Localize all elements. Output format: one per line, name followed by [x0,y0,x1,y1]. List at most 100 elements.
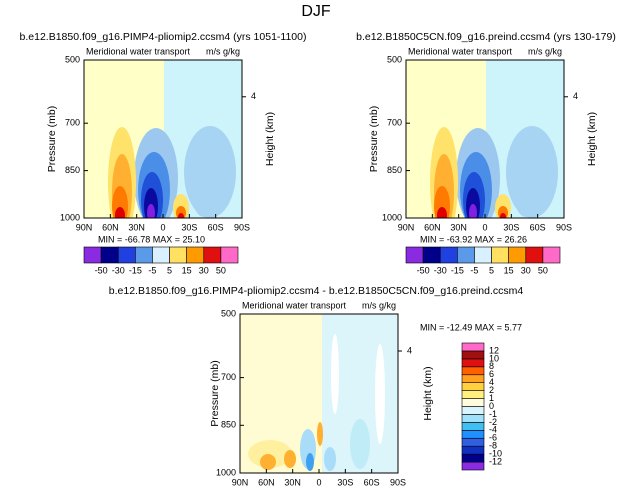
min-max: MIN = -63.92 MAX = 26.26 [420,234,527,244]
colorbar-label: 10 [489,353,499,363]
x-tick-label: 60S [530,222,546,232]
y2-axis-label: Height (km) [422,366,434,420]
colorbar-label: -10 [489,449,502,459]
x-tick-label: 60N [102,222,119,232]
x-tick-label: 30S [503,222,519,232]
y2-tick-label: 4 [407,345,412,355]
colorbar-label: 12 [489,345,499,355]
y-tick-label: 1000 [382,212,402,222]
colorbar-box [461,422,485,431]
subtitle: Meridional water transport [242,300,347,310]
colorbar-label: 30 [199,265,209,275]
colorbar-box [186,246,205,264]
colorbar-box [461,374,485,383]
x-tick-label: 0 [482,222,487,232]
y-axis-label: Pressure (mb) [209,360,221,427]
colorbar-box [508,246,527,264]
x-tick-label: 30N [450,222,467,232]
colorbar-label: -12 [489,456,502,466]
min-max: MIN = -12.49 MAX = 5.77 [420,322,522,332]
y-tick-label: 700 [387,118,402,128]
colorbar-box [461,382,485,391]
colorbar-label: -5 [148,265,156,275]
x-tick-label: 30N [128,222,145,232]
contour-field [406,60,564,237]
colorbar-box [461,445,485,455]
colorbar-box [461,358,485,368]
min-max: MIN = -66.78 MAX = 25.10 [98,234,205,244]
colorbar-box [461,366,485,376]
colorbar-box [135,246,153,264]
colorbar-box [220,246,239,264]
colorbar-box [439,246,458,264]
units: m/s g/kg [362,300,396,310]
colorbar-box [83,246,102,264]
x-tick-label: 90S [234,222,250,232]
colorbar-box [203,246,222,264]
y2-axis-label: Height (km) [264,112,276,166]
x-tick-label: 0 [160,222,165,232]
colorbar-label: 50 [538,265,548,275]
colorbar-label: 6 [489,369,494,379]
y-tick-label: 850 [221,420,236,430]
colorbar-box [461,390,485,399]
x-tick-label: 90N [76,222,93,232]
colorbar-label: -50 [417,265,430,275]
colorbar-label: -1 [489,409,497,419]
y-axis-label: Pressure (mb) [368,106,380,173]
colorbar-label: 15 [504,265,514,275]
panel-title: b.e12.B1850.f09_g16.PIMP4-pliomip2.ccsm4… [20,31,307,43]
colorbar-label: -30 [434,265,447,275]
figure-title: DJF [301,3,331,20]
colorbar-box [100,246,119,264]
colorbar-box [461,350,485,360]
x-tick-label: 60N [424,222,441,232]
colorbar-label: -30 [112,265,125,275]
colorbar-box [461,437,485,447]
colorbar-box [525,246,544,264]
colorbar-label: -2 [489,417,497,427]
colorbar-box [461,342,485,352]
colorbar-box [169,246,187,264]
x-tick-label: 90S [556,222,572,232]
panel-title: b.e12.B1850.f09_g16.PIMP4-pliomip2.ccsm4… [109,285,524,297]
contour-field [84,60,242,237]
colorbar-box [491,246,509,264]
colorbar-label: -8 [489,441,497,451]
y-tick-label: 850 [65,165,80,175]
subtitle: Meridional water transport [86,46,191,56]
colorbar-box [117,246,136,264]
colorbar-label: -50 [95,265,108,275]
colorbar-label: -15 [129,265,142,275]
colorbar-label: -5 [470,265,478,275]
x-tick-label: 30S [181,222,197,232]
colorbar-box [461,430,485,439]
colorbar-box [461,414,485,423]
subtitle: Meridional water transport [408,46,513,56]
contour-field [240,314,398,473]
x-tick-label: 60N [258,477,275,487]
x-tick-label: 90N [232,477,249,487]
colorbar-box [422,246,441,264]
units: m/s g/kg [206,46,240,56]
colorbar-label: -4 [489,425,497,435]
y-tick-label: 1000 [216,467,236,477]
y-axis-label: Pressure (mb) [46,106,58,173]
colorbar-label: 8 [489,361,494,371]
y-tick-label: 500 [65,54,80,64]
colorbar-box [461,398,485,407]
colorbar-box [461,406,485,415]
colorbar-label: 15 [182,265,192,275]
colorbar-label: 0 [489,401,494,411]
colorbar-box [542,246,561,264]
y-tick-label: 500 [387,54,402,64]
colorbar-label: 2 [489,385,494,395]
y-tick-label: 500 [221,308,236,318]
x-tick-label: 30N [284,477,301,487]
y2-tick-label: 4 [573,91,578,101]
y-tick-label: 1000 [60,212,80,222]
y2-tick-label: 4 [251,91,256,101]
colorbar-box [152,246,170,264]
colorbar-box [405,246,424,264]
